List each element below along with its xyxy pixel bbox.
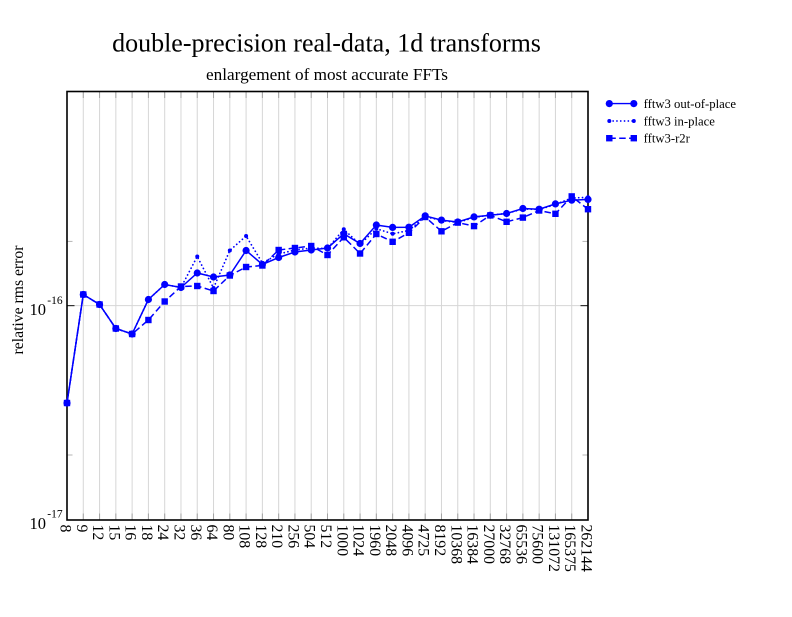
svg-text:18: 18 [138, 525, 155, 541]
svg-text:10: 10 [30, 300, 47, 319]
svg-text:256: 256 [284, 525, 301, 549]
svg-text:12: 12 [89, 525, 106, 541]
svg-text:36: 36 [187, 525, 204, 541]
svg-text:131072: 131072 [545, 525, 562, 572]
svg-text:210: 210 [268, 525, 285, 549]
svg-text:-17: -17 [47, 509, 63, 521]
svg-text:512: 512 [317, 525, 334, 549]
svg-text:24: 24 [154, 525, 171, 541]
svg-text:8192: 8192 [431, 525, 448, 557]
svg-text:504: 504 [301, 525, 318, 549]
svg-text:108: 108 [236, 525, 253, 549]
svg-text:fftw3 in-place: fftw3 in-place [644, 114, 716, 128]
svg-text:16384: 16384 [464, 525, 481, 565]
svg-text:fftw3 out-of-place: fftw3 out-of-place [644, 97, 737, 111]
svg-text:relative rms error: relative rms error [10, 245, 27, 355]
svg-text:8: 8 [57, 525, 74, 533]
svg-text:10: 10 [30, 514, 47, 533]
svg-text:165375: 165375 [561, 525, 578, 572]
svg-text:9: 9 [73, 525, 90, 533]
svg-text:4096: 4096 [398, 525, 415, 557]
svg-text:2048: 2048 [382, 525, 399, 557]
svg-text:32768: 32768 [496, 525, 513, 565]
svg-text:262144: 262144 [578, 525, 595, 572]
svg-text:128: 128 [252, 525, 269, 549]
svg-text:75600: 75600 [529, 525, 546, 565]
svg-text:1000: 1000 [333, 525, 350, 557]
svg-text:fftw3-r2r: fftw3-r2r [644, 132, 691, 146]
svg-text:4725: 4725 [415, 525, 432, 557]
svg-text:-16: -16 [47, 295, 63, 307]
svg-text:enlargement of most accurate F: enlargement of most accurate FFTs [206, 65, 448, 84]
svg-text:65536: 65536 [512, 525, 529, 565]
svg-text:27000: 27000 [480, 525, 497, 565]
svg-text:10368: 10368 [447, 525, 464, 565]
svg-text:double-precision real-data, 1d: double-precision real-data, 1d transform… [112, 29, 541, 58]
svg-text:64: 64 [203, 525, 220, 541]
svg-text:1024: 1024 [350, 525, 367, 557]
svg-text:15: 15 [105, 525, 122, 541]
svg-text:16: 16 [122, 525, 139, 541]
svg-text:1960: 1960 [366, 525, 383, 557]
svg-text:80: 80 [219, 525, 236, 541]
svg-text:32: 32 [170, 525, 187, 541]
